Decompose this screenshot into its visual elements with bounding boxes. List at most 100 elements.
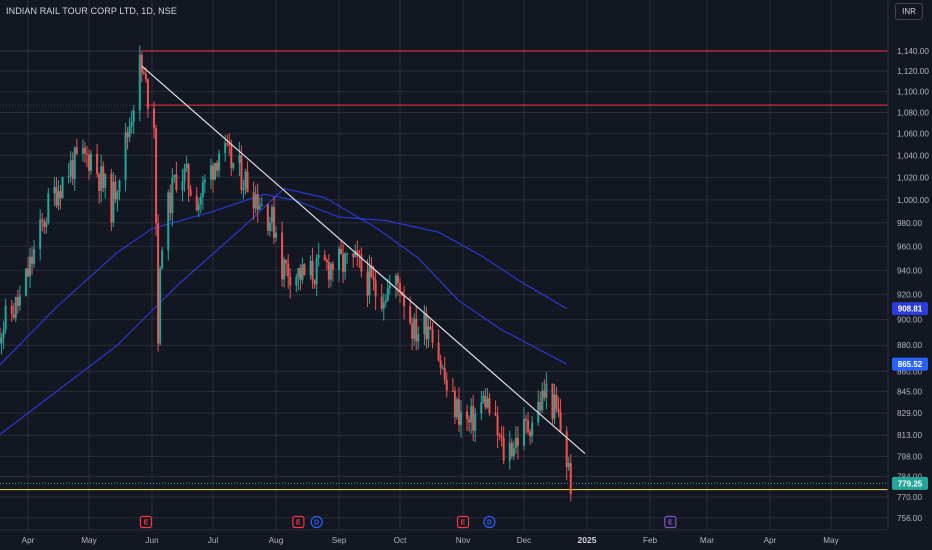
- candle: [498, 432, 501, 441]
- candle-body: [317, 255, 320, 258]
- candle-body: [96, 153, 99, 174]
- candle-body: [41, 219, 44, 222]
- candle-body: [388, 285, 391, 289]
- horizontal-levels: [0, 50, 888, 491]
- candle-body: [514, 437, 517, 448]
- candle: [4, 298, 7, 334]
- candle-body: [443, 367, 446, 381]
- candle-body: [323, 255, 326, 260]
- candle: [69, 151, 72, 183]
- candle: [360, 247, 363, 278]
- candle: [14, 296, 17, 323]
- event-marker-d[interactable]: D: [483, 515, 496, 529]
- event-marker-e[interactable]: E: [664, 515, 677, 529]
- x-tick-label: Dec: [517, 536, 532, 545]
- descending-trendline: [141, 65, 586, 455]
- candle: [218, 149, 221, 178]
- candle-body: [90, 153, 93, 171]
- event-label: E: [668, 520, 673, 527]
- candle: [81, 139, 84, 162]
- candle-body: [380, 296, 383, 309]
- candle-body: [340, 248, 343, 255]
- candle-body: [211, 165, 214, 180]
- candle-body: [502, 437, 505, 461]
- price-badge-bg: [892, 357, 928, 371]
- candle-body: [256, 194, 259, 210]
- candle: [155, 124, 158, 236]
- candle: [130, 110, 133, 134]
- candle: [12, 302, 15, 320]
- candle-body: [516, 437, 519, 446]
- candle: [441, 364, 444, 370]
- candle-body: [87, 154, 90, 171]
- candle: [185, 156, 188, 173]
- candle-body: [100, 166, 103, 191]
- candle: [295, 273, 298, 293]
- candle: [114, 174, 117, 204]
- currency-button[interactable]: INR: [895, 3, 923, 20]
- candle-body: [228, 143, 231, 146]
- candle: [315, 253, 318, 296]
- candle: [61, 176, 64, 199]
- candle-body: [553, 394, 556, 419]
- candle-body: [295, 277, 298, 286]
- candle: [470, 398, 473, 434]
- candle: [90, 150, 93, 175]
- x-tick-label: May: [823, 536, 839, 545]
- event-marker-e[interactable]: E: [292, 515, 305, 529]
- event-marker-e[interactable]: E: [456, 515, 470, 529]
- candle-body: [283, 259, 286, 280]
- candle-body: [439, 360, 442, 368]
- candle-body: [474, 413, 477, 431]
- candle-body: [409, 306, 412, 324]
- candle: [112, 172, 115, 228]
- candle: [244, 168, 247, 195]
- candle: [313, 279, 316, 289]
- candle: [43, 218, 46, 234]
- candle: [553, 383, 556, 425]
- candle-body: [124, 132, 127, 181]
- candle: [443, 356, 446, 385]
- y-tick-label: 860.00: [897, 367, 922, 376]
- candle-body: [431, 329, 434, 343]
- candle-body: [366, 271, 369, 296]
- candle-body: [83, 147, 86, 154]
- candle: [153, 101, 156, 139]
- candle-body: [242, 188, 245, 190]
- y-tick-label: 1,080.00: [897, 108, 929, 117]
- candle-body: [482, 395, 485, 403]
- candle-body: [281, 232, 284, 280]
- candle: [565, 426, 568, 481]
- candle: [238, 141, 241, 177]
- candle-body: [157, 223, 160, 344]
- candle-body: [344, 253, 347, 272]
- candle: [16, 289, 19, 314]
- candle-body: [299, 268, 302, 280]
- candle: [557, 396, 560, 418]
- candle: [543, 379, 546, 401]
- x-tick-label: Jun: [145, 536, 159, 545]
- candle: [73, 146, 76, 191]
- candle: [230, 139, 233, 176]
- candle-body: [510, 442, 513, 457]
- candle: [281, 221, 284, 287]
- candle-body: [232, 163, 235, 168]
- candle: [146, 78, 149, 118]
- candle-body: [417, 334, 420, 342]
- y-tick-label: 960.00: [897, 242, 922, 251]
- candle-body: [155, 128, 158, 224]
- candle-body: [303, 264, 306, 276]
- candle: [413, 313, 416, 347]
- candle: [102, 161, 105, 193]
- time-axis[interactable]: Apr May Jun Jul Aug Sep Oct Nov Dec 2025 Feb Mar Apr…: [0, 529, 888, 545]
- candle: [466, 404, 469, 431]
- candle: [541, 382, 544, 413]
- candle: [480, 391, 483, 421]
- event-marker-e[interactable]: E: [139, 515, 153, 529]
- y-tick-label: 1,100.00: [897, 88, 929, 97]
- candle: [427, 317, 430, 348]
- candle: [429, 319, 432, 330]
- price-axis[interactable]: 1,140.00 1,120.00 1,100.00 1,080.00 1,060.00…: [887, 0, 929, 530]
- event-marker-d[interactable]: D: [310, 515, 323, 529]
